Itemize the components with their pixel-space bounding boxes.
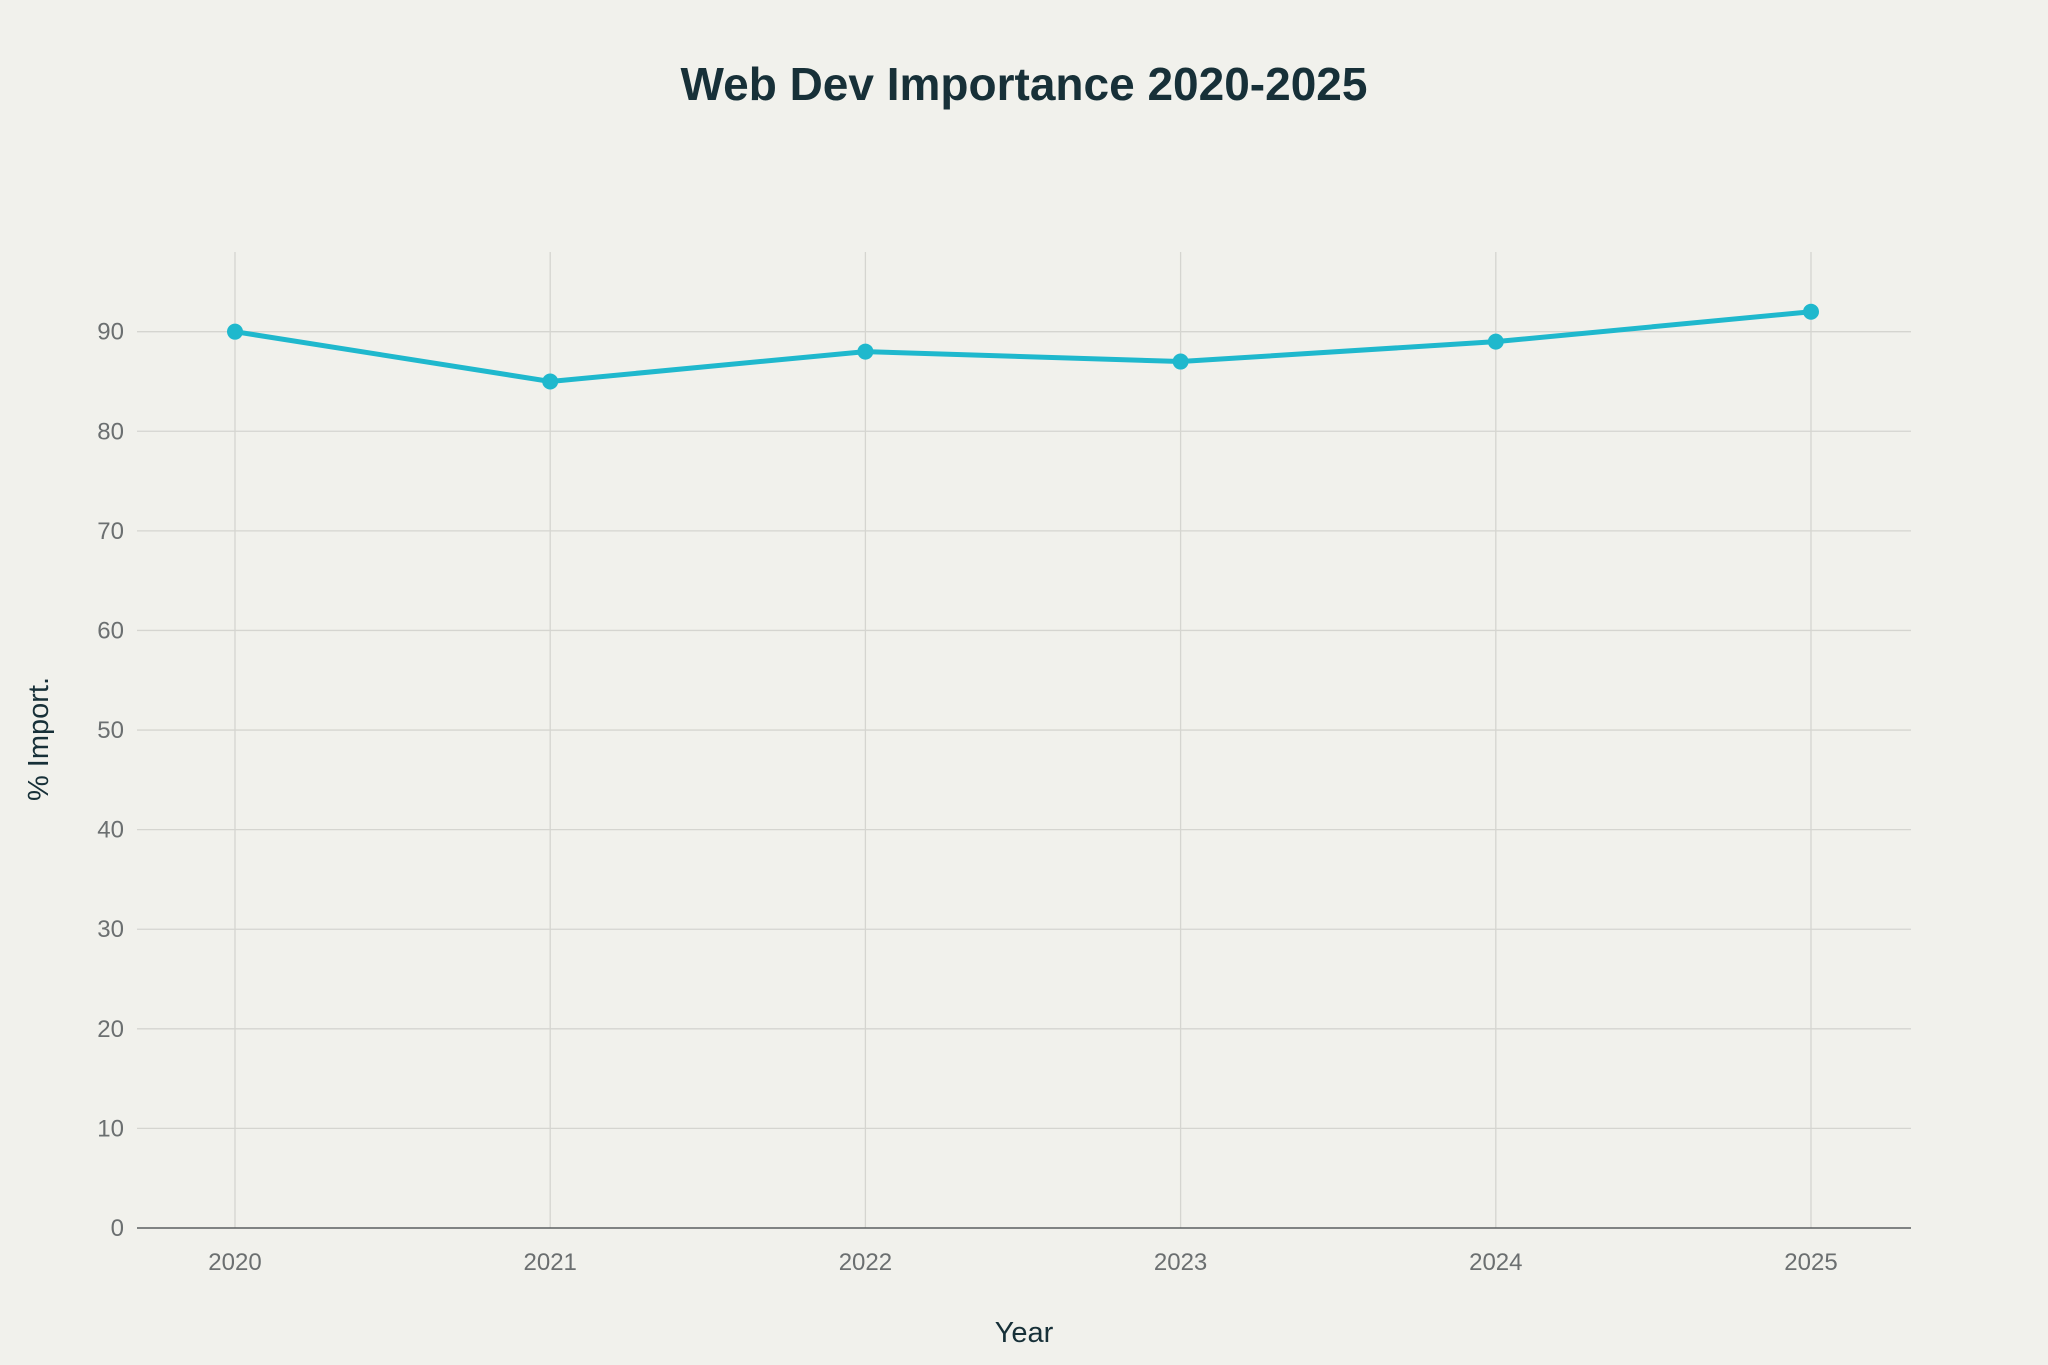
y-tick-label: 20 — [97, 1016, 124, 1043]
y-tick-label: 10 — [97, 1115, 124, 1142]
x-tick-label: 2023 — [1154, 1249, 1207, 1276]
x-tick-label: 2021 — [524, 1249, 577, 1276]
data-point — [1803, 303, 1819, 320]
gridlines — [137, 252, 1911, 1228]
x-tick-label: 2025 — [1784, 1249, 1837, 1276]
y-tick-label: 50 — [97, 717, 124, 744]
x-tick-label: 2020 — [208, 1249, 261, 1276]
x-tick-label: 2024 — [1469, 1249, 1522, 1276]
y-tick-label: 30 — [97, 916, 124, 943]
data-point — [1172, 353, 1189, 370]
data-point — [1487, 333, 1504, 350]
data-point — [227, 323, 243, 340]
x-axis-ticks: 2020 2021 2022 2023 2024 2025 — [208, 1249, 1837, 1276]
chart-title: Web Dev Importance 2020-2025 — [681, 58, 1368, 110]
data-point — [857, 343, 874, 360]
y-tick-label: 80 — [97, 418, 124, 445]
data-point — [542, 373, 559, 390]
x-axis-label: Year — [995, 1317, 1054, 1349]
data-line — [234, 309, 1812, 384]
x-tick-label: 2022 — [839, 1249, 892, 1276]
y-tick-label: 70 — [97, 518, 124, 545]
y-tick-label: 0 — [111, 1215, 124, 1242]
y-tick-label: 40 — [97, 817, 124, 844]
y-axis-label: % Import. — [23, 677, 55, 801]
y-tick-label: 60 — [97, 617, 124, 644]
series-line — [227, 303, 1819, 390]
y-tick-label: 90 — [97, 319, 124, 346]
y-axis-ticks: 0 10 20 30 40 50 60 70 80 90 — [97, 319, 124, 1242]
